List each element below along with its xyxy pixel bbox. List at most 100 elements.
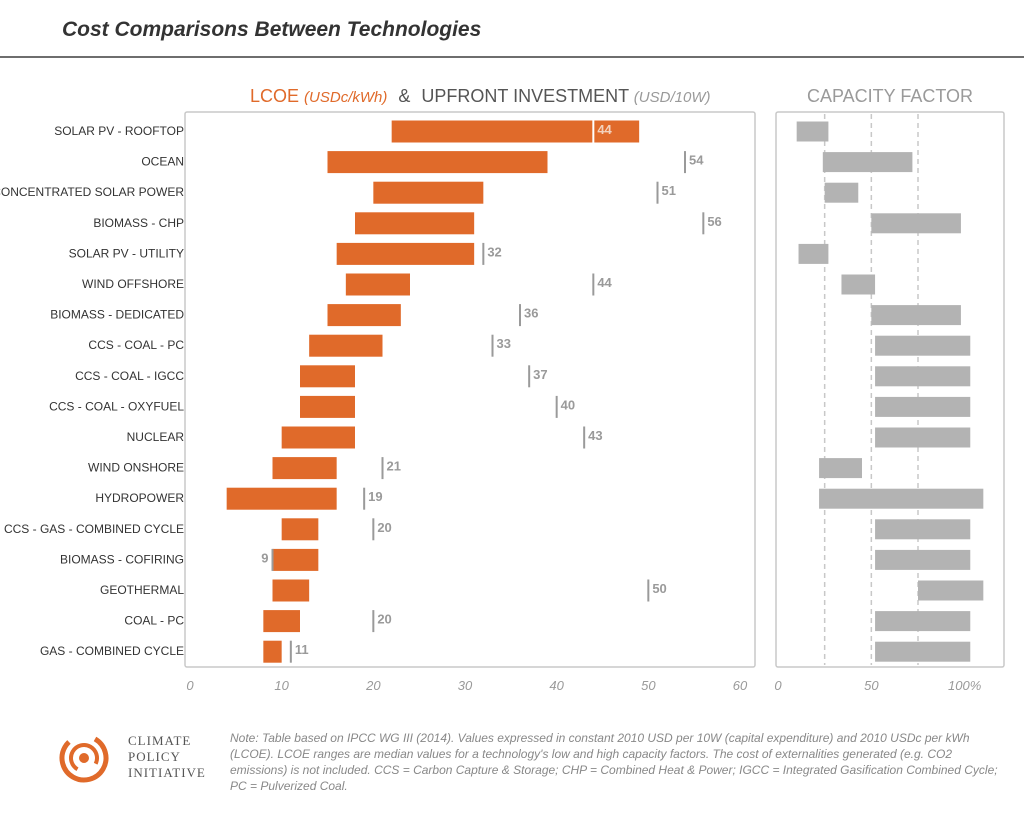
lcoe-tick-label: 60	[733, 678, 748, 693]
category-label: CCS - GAS - COMBINED CYCLE	[4, 522, 184, 536]
category-label: BIOMASS - CHP	[93, 216, 184, 230]
investment-value-label: 44	[597, 122, 612, 137]
lcoe-bar	[327, 151, 548, 174]
investment-value-label: 19	[368, 489, 382, 504]
investment-value-label: 9	[261, 550, 268, 565]
lcoe-tick-label: 40	[549, 678, 564, 693]
capacity-factor-bar	[822, 152, 913, 173]
category-label: COAL - PC	[124, 614, 184, 628]
title-divider	[0, 56, 1024, 58]
investment-value-label: 32	[487, 244, 501, 259]
logo-line-2: POLICY	[128, 749, 181, 764]
capacity-factor-bar	[918, 580, 984, 601]
investment-value-label: 11	[295, 642, 309, 657]
lcoe-tick-label: 20	[365, 678, 381, 693]
category-label: BIOMASS - DEDICATED	[50, 308, 184, 322]
lcoe-bar	[300, 395, 355, 418]
category-label: OCEAN	[141, 155, 184, 169]
capacity-factor-bar	[871, 305, 961, 326]
lcoe-tick-label: 10	[274, 678, 289, 693]
footnote: Note: Table based on IPCC WG III (2014).…	[230, 731, 998, 793]
lcoe-bar	[300, 365, 355, 388]
investment-value-label: 44	[597, 275, 612, 290]
lcoe-bar	[345, 273, 410, 296]
lcoe-legend: LCOE (USDc/kWh) & UPFRONT INVESTMENT (US…	[250, 86, 710, 107]
investment-value-label: 40	[561, 397, 575, 412]
capacity-factor-bar	[875, 366, 971, 387]
lcoe-bar	[272, 548, 319, 571]
capacity-factor-bar	[875, 519, 971, 540]
lcoe-bar	[263, 640, 282, 663]
capacity-plot-frame	[775, 111, 1005, 668]
capacity-factor-bar	[875, 611, 971, 632]
category-label: NUCLEAR	[127, 430, 185, 444]
investment-value-label: 36	[524, 306, 538, 321]
category-label: CONCENTRATED SOLAR POWER	[0, 185, 184, 199]
investment-value-label: 37	[533, 367, 547, 382]
investment-value-label: 56	[707, 214, 721, 229]
lcoe-bar	[373, 181, 484, 204]
capacity-factor-bar	[875, 335, 971, 356]
climate-policy-initiative-logo-icon	[59, 733, 109, 783]
category-label: SOLAR PV - ROOFTOP	[54, 124, 184, 138]
capacity-factor-bar	[819, 488, 984, 509]
capacity-tick-label: 50	[864, 678, 879, 693]
category-label: BIOMASS - COFIRING	[60, 552, 184, 566]
capacity-tick-label: 0	[774, 678, 782, 693]
investment-value-label: 43	[588, 428, 602, 443]
organization-name: CLIMATE POLICY INITIATIVE	[128, 733, 206, 781]
investment-value-label: 51	[662, 183, 676, 198]
lcoe-bar	[281, 426, 355, 449]
lcoe-tick-label: 30	[458, 678, 473, 693]
lcoe-label: LCOE	[250, 86, 300, 106]
capacity-factor-bar	[841, 274, 876, 295]
page-title: Cost Comparisons Between Technologies	[62, 18, 482, 41]
lcoe-bar	[226, 487, 337, 510]
capacity-factor-bar	[819, 458, 862, 479]
investment-value-label: 21	[387, 459, 401, 474]
category-label: CCS - COAL - PC	[88, 338, 184, 352]
capacity-factor-bar	[796, 121, 829, 142]
lcoe-bar	[336, 242, 475, 265]
category-label: SOLAR PV - UTILITY	[69, 246, 184, 260]
investment-unit: (USD/10W)	[633, 89, 711, 106]
logo-line-3: INITIATIVE	[128, 765, 206, 780]
category-label: GAS - COMBINED CYCLE	[40, 644, 184, 658]
category-label: HYDROPOWER	[95, 491, 184, 505]
legend-ampersand: &	[398, 86, 411, 106]
capacity-factor-bar	[875, 396, 971, 417]
capacity-factor-title: CAPACITY FACTOR	[806, 86, 974, 106]
logo-line-1: CLIMATE	[128, 733, 192, 748]
investment-value-label: 20	[377, 520, 391, 535]
capacity-factor-bar	[875, 427, 971, 448]
lcoe-tick-label: 50	[641, 678, 656, 693]
investment-value-label: 50	[652, 581, 666, 596]
lcoe-bar	[272, 457, 337, 480]
capacity-factor-bar	[871, 213, 961, 234]
investment-label: UPFRONT INVESTMENT	[421, 86, 629, 106]
lcoe-plot-frame	[184, 111, 756, 668]
lcoe-bar	[272, 579, 310, 602]
lcoe-unit: (USDc/kWh)	[304, 89, 388, 106]
investment-value-label: 20	[377, 612, 391, 627]
lcoe-bar	[391, 120, 640, 143]
category-label: CCS - COAL - OXYFUEL	[49, 399, 184, 413]
capacity-factor-bar	[875, 641, 971, 662]
category-label: CCS - COAL - IGCC	[75, 369, 184, 383]
capacity-tick-label: 100%	[948, 678, 981, 693]
lcoe-bar	[327, 304, 401, 327]
capacity-factor-bar	[875, 549, 971, 570]
lcoe-tick-label: 0	[186, 678, 194, 693]
lcoe-bar	[281, 518, 319, 541]
capacity-factor-bar	[798, 243, 829, 264]
lcoe-bar	[355, 212, 475, 235]
lcoe-bar	[263, 610, 300, 633]
lcoe-bar	[309, 334, 383, 357]
capacity-factor-bar	[824, 182, 859, 203]
investment-value-label: 33	[497, 336, 511, 351]
category-label: GEOTHERMAL	[100, 583, 184, 597]
category-label: WIND ONSHORE	[88, 461, 184, 475]
investment-value-label: 54	[689, 153, 704, 168]
category-label: WIND OFFSHORE	[82, 277, 184, 291]
